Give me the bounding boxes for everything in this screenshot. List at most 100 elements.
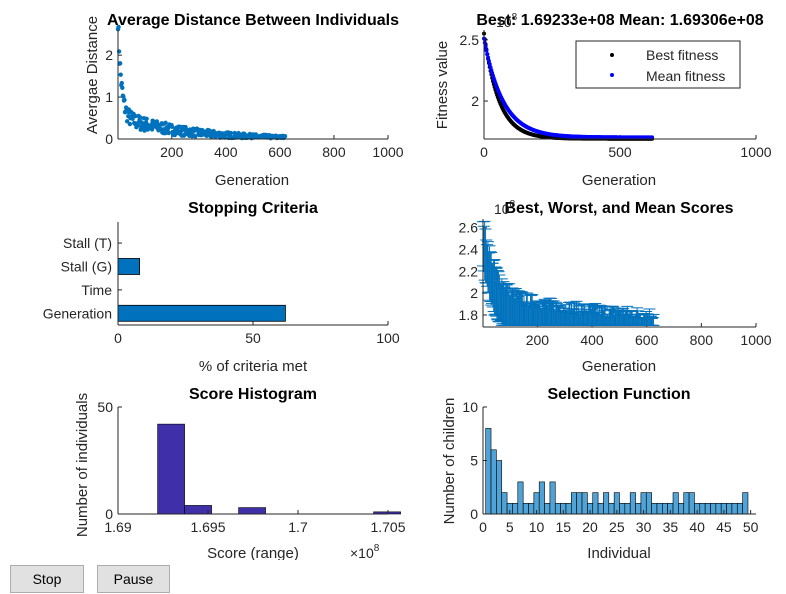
mean-fitness-point	[482, 40, 487, 45]
y-tick-label: 0	[105, 131, 113, 147]
mean-fitness-point	[486, 58, 491, 63]
scores-title: Best, Worst, and Mean Scores	[504, 200, 733, 217]
avg-distance-point	[124, 119, 130, 124]
avg-distance-point	[119, 80, 124, 86]
selection-bar	[726, 502, 733, 515]
selection-bar	[742, 492, 749, 515]
selection-bars	[485, 428, 749, 515]
x-tick-label: 500	[608, 144, 632, 160]
x-tick-label: 200	[160, 144, 184, 160]
x-tick-label: 15	[556, 519, 572, 535]
x-tick-label: 5	[506, 519, 514, 535]
selection-ticks: 0 5 10 15 20 25 30 35 40 45 50 0 5 10	[462, 399, 758, 535]
selection-bar	[736, 502, 743, 515]
y-tick-label: 0	[105, 506, 113, 522]
legend-best-marker	[610, 53, 614, 57]
avg-distance-point	[144, 116, 149, 122]
selection-bar	[517, 481, 524, 515]
selection-bar	[581, 492, 588, 515]
selection-bar	[656, 502, 663, 515]
fitness-legend: Best fitness Mean fitness	[575, 40, 741, 89]
selection-bar	[608, 502, 615, 515]
histogram-panel: Score Histogram Score (range) Number of …	[74, 386, 406, 560]
selection-bar	[496, 460, 503, 515]
selection-bar	[715, 502, 722, 515]
avg-distance-point	[127, 121, 133, 127]
x-tick-label: 50	[245, 330, 261, 346]
scores-ticks: 200 400 600 800 1000 1.8 2 2.2 2.4 2.6	[459, 220, 772, 348]
mean-fitness-point	[487, 62, 492, 67]
avg-distance-point	[282, 133, 288, 139]
x-tick-label: 1.695	[190, 519, 225, 535]
fitness-points	[482, 31, 655, 141]
selection-bar	[651, 502, 658, 515]
avg-distance-axes	[117, 30, 388, 140]
x-tick-label: 40	[689, 519, 705, 535]
selection-bar	[635, 502, 642, 515]
x-tick-label: 0	[479, 519, 487, 535]
fitness-exponent: 108	[496, 12, 518, 30]
avg-distance-point	[137, 115, 143, 120]
x-tick-label: 1.69	[104, 519, 131, 535]
scores-axes	[482, 219, 756, 328]
selection-bar	[704, 502, 711, 515]
selection-bar	[672, 492, 679, 515]
mean-fitness-point	[486, 55, 491, 60]
selection-bar	[645, 492, 652, 515]
selection-bar	[662, 502, 668, 515]
scores-points	[477, 220, 660, 326]
mean-fitness-point	[650, 135, 655, 140]
mean-fitness-point	[484, 48, 489, 53]
x-tick-label: 800	[322, 144, 346, 160]
x-tick-label: 600	[268, 144, 292, 160]
y-tick-label: 2.2	[459, 263, 479, 279]
x-tick-label: 25	[609, 519, 625, 535]
selection-bar	[624, 502, 631, 515]
y-tick-label: 0	[470, 506, 478, 522]
selection-bar	[619, 502, 626, 515]
histogram-ylabel: Number of individuals	[74, 393, 91, 537]
x-tick-label: 100	[376, 330, 400, 346]
stopping-category-label: Time	[81, 282, 112, 298]
scores-panel: Best, Worst, and Mean Scores 108 Generat…	[459, 199, 772, 375]
avg-distance-point	[118, 72, 123, 77]
selection-bar	[490, 449, 497, 515]
fitness-axes	[483, 30, 756, 140]
selection-bar	[522, 502, 529, 515]
histogram-xlabel: Score (range)	[207, 545, 299, 560]
selection-bar	[576, 492, 583, 515]
y-tick-label: 2.5	[460, 32, 480, 48]
x-tick-label: 10	[529, 519, 545, 535]
fitness-xlabel: Generation	[582, 172, 656, 189]
stop-button[interactable]: Stop	[10, 565, 84, 593]
x-tick-label: 30	[636, 519, 652, 535]
y-tick-label: 50	[97, 399, 113, 415]
y-tick-label: 2	[470, 285, 478, 301]
selection-bar	[683, 492, 690, 515]
selection-bar	[678, 502, 685, 515]
x-tick-label: 1.7	[288, 519, 308, 535]
fitness-ticks: 0 500 1000 2 2.5	[460, 32, 772, 160]
avg-distance-title: Average Distance Between Individuals	[107, 12, 399, 29]
selection-bar	[699, 502, 706, 515]
selection-bar	[554, 502, 561, 515]
selection-bar	[485, 428, 492, 515]
selection-bar	[592, 492, 599, 515]
y-tick-label: 2.4	[459, 242, 479, 258]
legend-mean-label: Mean fitness	[646, 68, 725, 84]
pause-button[interactable]: Pause	[97, 565, 170, 593]
y-tick-label: 2	[105, 47, 113, 63]
avg-distance-panel: Average Distance Between Individuals Gen…	[84, 12, 404, 189]
selection-xlabel: Individual	[587, 545, 650, 560]
selection-bar	[603, 492, 610, 515]
avg-distance-points	[115, 24, 288, 141]
stopping-bar	[117, 258, 141, 275]
avg-distance-point	[169, 124, 175, 129]
stopping-axes	[117, 222, 388, 326]
selection-bar	[710, 502, 717, 515]
stopping-panel: Stopping Criteria % of criteria met Stal…	[43, 200, 400, 375]
avg-distance-ylabel: Avergae Distance	[84, 16, 101, 134]
stopping-xlabel: % of criteria met	[199, 358, 308, 375]
selection-axes	[482, 407, 756, 515]
stopping-title: Stopping Criteria	[188, 200, 318, 217]
